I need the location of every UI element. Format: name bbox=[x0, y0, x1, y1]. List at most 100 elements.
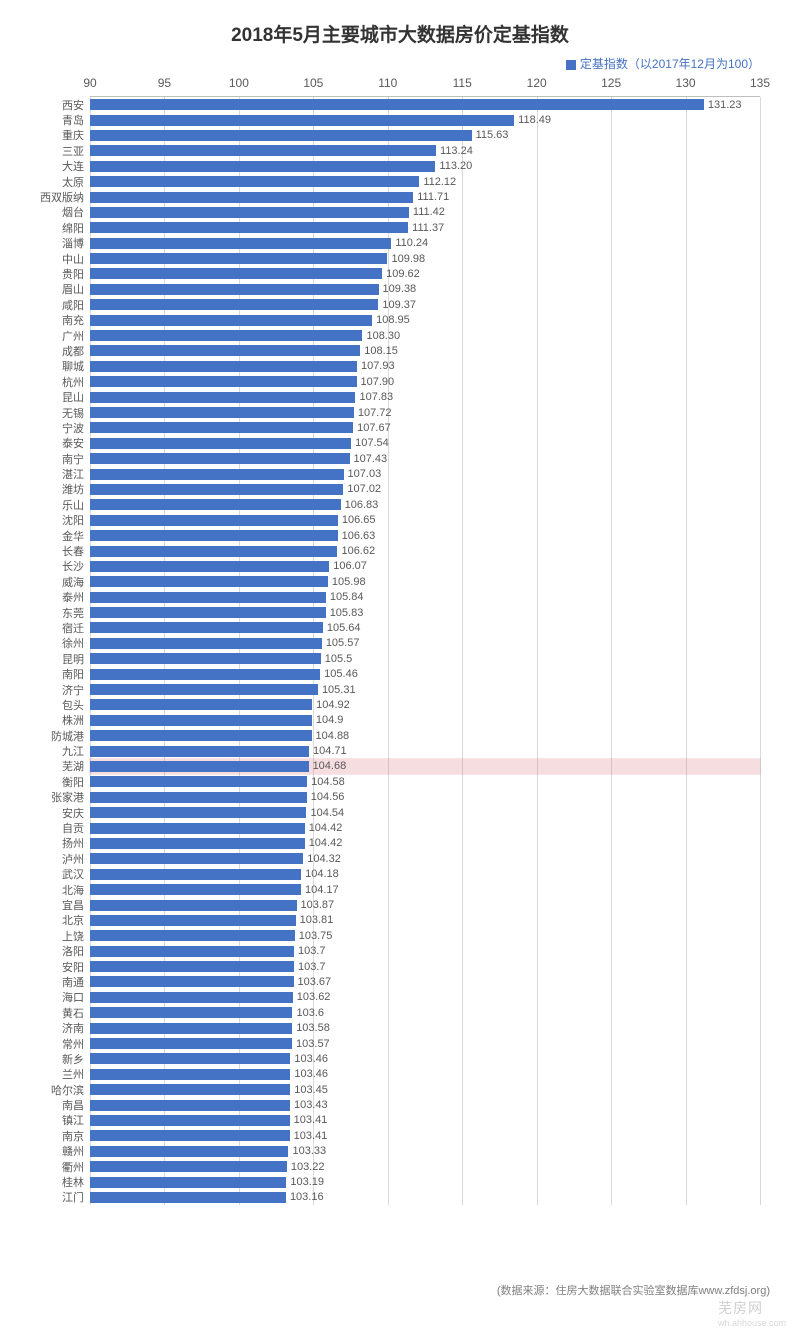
value-label: 104.54 bbox=[310, 807, 344, 819]
bar-row: 广州108.30 bbox=[90, 328, 760, 343]
bar bbox=[90, 669, 320, 680]
y-label: 兰州 bbox=[62, 1066, 84, 1082]
bar bbox=[90, 792, 307, 803]
y-label: 哈尔滨 bbox=[51, 1082, 84, 1098]
bar bbox=[90, 376, 357, 387]
value-label: 131.23 bbox=[708, 99, 742, 111]
bar-row: 衢州103.22 bbox=[90, 1159, 760, 1174]
y-label: 济南 bbox=[62, 1020, 84, 1036]
x-tick-label: 130 bbox=[676, 76, 696, 90]
y-label: 泸州 bbox=[62, 851, 84, 867]
bar-row: 安阳103.7 bbox=[90, 959, 760, 974]
y-label: 武汉 bbox=[62, 866, 84, 882]
bar bbox=[90, 930, 295, 941]
bar-row: 宁波107.67 bbox=[90, 420, 760, 435]
bar-row: 芜湖104.68 bbox=[90, 759, 760, 774]
y-label: 泰州 bbox=[62, 589, 84, 605]
y-label: 太原 bbox=[62, 174, 84, 190]
value-label: 104.32 bbox=[307, 853, 341, 865]
chart-area: 9095100105110115120125130135 西安131.23青岛1… bbox=[90, 76, 760, 1205]
y-label: 衡阳 bbox=[62, 774, 84, 790]
y-label: 防城港 bbox=[51, 728, 84, 744]
bar-row: 大连113.20 bbox=[90, 159, 760, 174]
bar-row: 徐州105.57 bbox=[90, 636, 760, 651]
x-tick-label: 135 bbox=[750, 76, 770, 90]
bar bbox=[90, 469, 344, 480]
bar bbox=[90, 761, 309, 772]
value-label: 105.57 bbox=[326, 637, 360, 649]
y-label: 重庆 bbox=[62, 127, 84, 143]
value-label: 103.81 bbox=[300, 914, 334, 926]
bar-row: 包头104.92 bbox=[90, 697, 760, 712]
bar bbox=[90, 392, 355, 403]
bar-row: 乐山106.83 bbox=[90, 497, 760, 512]
bar-row: 长沙106.07 bbox=[90, 559, 760, 574]
bar-row: 新乡103.46 bbox=[90, 1051, 760, 1066]
y-label: 芜湖 bbox=[62, 758, 84, 774]
value-label: 107.83 bbox=[359, 391, 393, 403]
value-label: 103.43 bbox=[294, 1099, 328, 1111]
bar bbox=[90, 730, 312, 741]
x-axis: 9095100105110115120125130135 bbox=[90, 76, 760, 94]
bar-row: 北京103.81 bbox=[90, 913, 760, 928]
y-label: 北海 bbox=[62, 882, 84, 898]
bar bbox=[90, 499, 341, 510]
bar-row: 衡阳104.58 bbox=[90, 774, 760, 789]
bars-container: 西安131.23青岛118.49重庆115.63三亚113.24大连113.20… bbox=[90, 96, 760, 1205]
bar bbox=[90, 361, 357, 372]
value-label: 103.22 bbox=[291, 1161, 325, 1173]
bar bbox=[90, 253, 387, 264]
bar bbox=[90, 99, 704, 110]
y-label: 乐山 bbox=[62, 497, 84, 513]
y-label: 北京 bbox=[62, 912, 84, 928]
bar-row: 九江104.71 bbox=[90, 743, 760, 758]
bar-row: 桂林103.19 bbox=[90, 1174, 760, 1189]
value-label: 111.37 bbox=[412, 222, 444, 234]
bar-row: 青岛118.49 bbox=[90, 112, 760, 127]
y-label: 桂林 bbox=[62, 1174, 84, 1190]
y-label: 三亚 bbox=[62, 143, 84, 159]
bar bbox=[90, 807, 306, 818]
legend-label: 定基指数（以2017年12月为100） bbox=[580, 57, 760, 71]
bar-row: 江门103.16 bbox=[90, 1190, 760, 1205]
value-label: 103.58 bbox=[296, 1022, 330, 1034]
value-label: 103.7 bbox=[298, 945, 326, 957]
y-label: 衢州 bbox=[62, 1159, 84, 1175]
y-label: 淄博 bbox=[62, 235, 84, 251]
bar-row: 南通103.67 bbox=[90, 974, 760, 989]
x-tick-label: 90 bbox=[83, 76, 96, 90]
y-label: 长沙 bbox=[62, 558, 84, 574]
y-label: 南宁 bbox=[62, 451, 84, 467]
bar-row: 杭州107.90 bbox=[90, 374, 760, 389]
bar-row: 西双版纳111.71 bbox=[90, 189, 760, 204]
y-label: 常州 bbox=[62, 1036, 84, 1052]
y-label: 新乡 bbox=[62, 1051, 84, 1067]
bar bbox=[90, 1130, 290, 1141]
value-label: 103.62 bbox=[297, 991, 331, 1003]
bar bbox=[90, 453, 350, 464]
y-label: 沈阳 bbox=[62, 512, 84, 528]
y-label: 镇江 bbox=[62, 1112, 84, 1128]
y-label: 包头 bbox=[62, 697, 84, 713]
bar bbox=[90, 961, 294, 972]
value-label: 109.98 bbox=[391, 253, 425, 265]
bar bbox=[90, 438, 351, 449]
value-label: 105.31 bbox=[322, 684, 356, 696]
value-label: 106.07 bbox=[333, 560, 367, 572]
y-label: 宿迁 bbox=[62, 620, 84, 636]
y-label: 泰安 bbox=[62, 435, 84, 451]
bar-row: 兰州103.46 bbox=[90, 1067, 760, 1082]
value-label: 104.88 bbox=[316, 730, 350, 742]
bar bbox=[90, 607, 326, 618]
bar-row: 无锡107.72 bbox=[90, 405, 760, 420]
bar bbox=[90, 546, 337, 557]
bar bbox=[90, 1053, 290, 1064]
y-label: 江门 bbox=[62, 1189, 84, 1205]
bar bbox=[90, 130, 472, 141]
y-label: 南阳 bbox=[62, 666, 84, 682]
bar bbox=[90, 638, 322, 649]
bar bbox=[90, 161, 435, 172]
bar bbox=[90, 222, 408, 233]
value-label: 109.37 bbox=[382, 299, 416, 311]
bar-row: 淄博110.24 bbox=[90, 236, 760, 251]
